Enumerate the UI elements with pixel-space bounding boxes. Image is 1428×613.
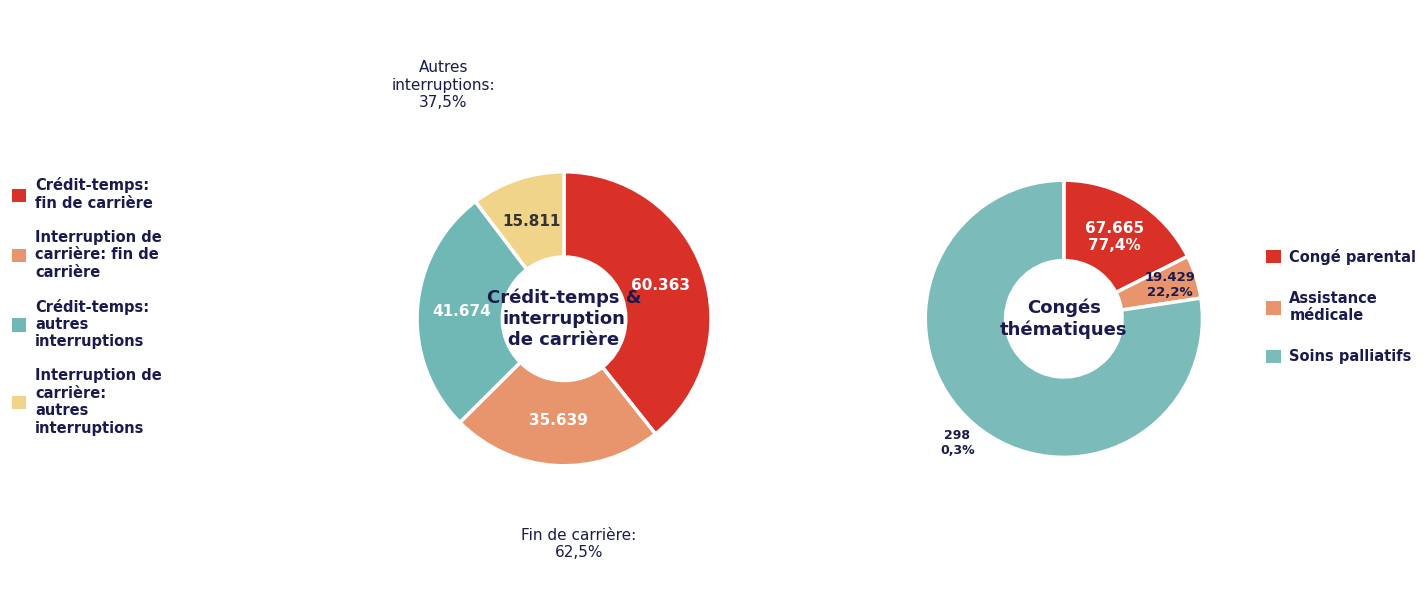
Legend: Congé parental, Assistance
médicale, Soins palliatifs: Congé parental, Assistance médicale, Soi… bbox=[1264, 246, 1419, 367]
Wedge shape bbox=[564, 172, 711, 434]
Text: 67.665
77,4%: 67.665 77,4% bbox=[1085, 221, 1144, 253]
Text: 298
0,3%: 298 0,3% bbox=[940, 428, 974, 457]
Wedge shape bbox=[1064, 180, 1188, 292]
Wedge shape bbox=[925, 180, 1202, 457]
Text: 19.429
22,2%: 19.429 22,2% bbox=[1144, 271, 1195, 299]
Legend: Crédit-temps:
fin de carrière, Interruption de
carrière: fin de
carrière, Crédit: Crédit-temps: fin de carrière, Interrupt… bbox=[9, 175, 164, 438]
Text: Autres
interruptions:
37,5%: Autres interruptions: 37,5% bbox=[391, 60, 496, 110]
Wedge shape bbox=[417, 202, 527, 422]
Text: Crédit-temps &
interruption
de carrière: Crédit-temps & interruption de carrière bbox=[487, 289, 641, 349]
Wedge shape bbox=[1115, 256, 1201, 310]
Wedge shape bbox=[460, 362, 655, 466]
Text: 35.639: 35.639 bbox=[528, 413, 587, 428]
Wedge shape bbox=[476, 172, 564, 270]
Text: Congés
thématiques: Congés thématiques bbox=[1000, 299, 1128, 339]
Text: Fin de carrière:
62,5%: Fin de carrière: 62,5% bbox=[521, 528, 637, 560]
Text: 15.811: 15.811 bbox=[503, 215, 561, 229]
Text: 41.674: 41.674 bbox=[433, 304, 491, 319]
Text: 60.363: 60.363 bbox=[631, 278, 690, 292]
